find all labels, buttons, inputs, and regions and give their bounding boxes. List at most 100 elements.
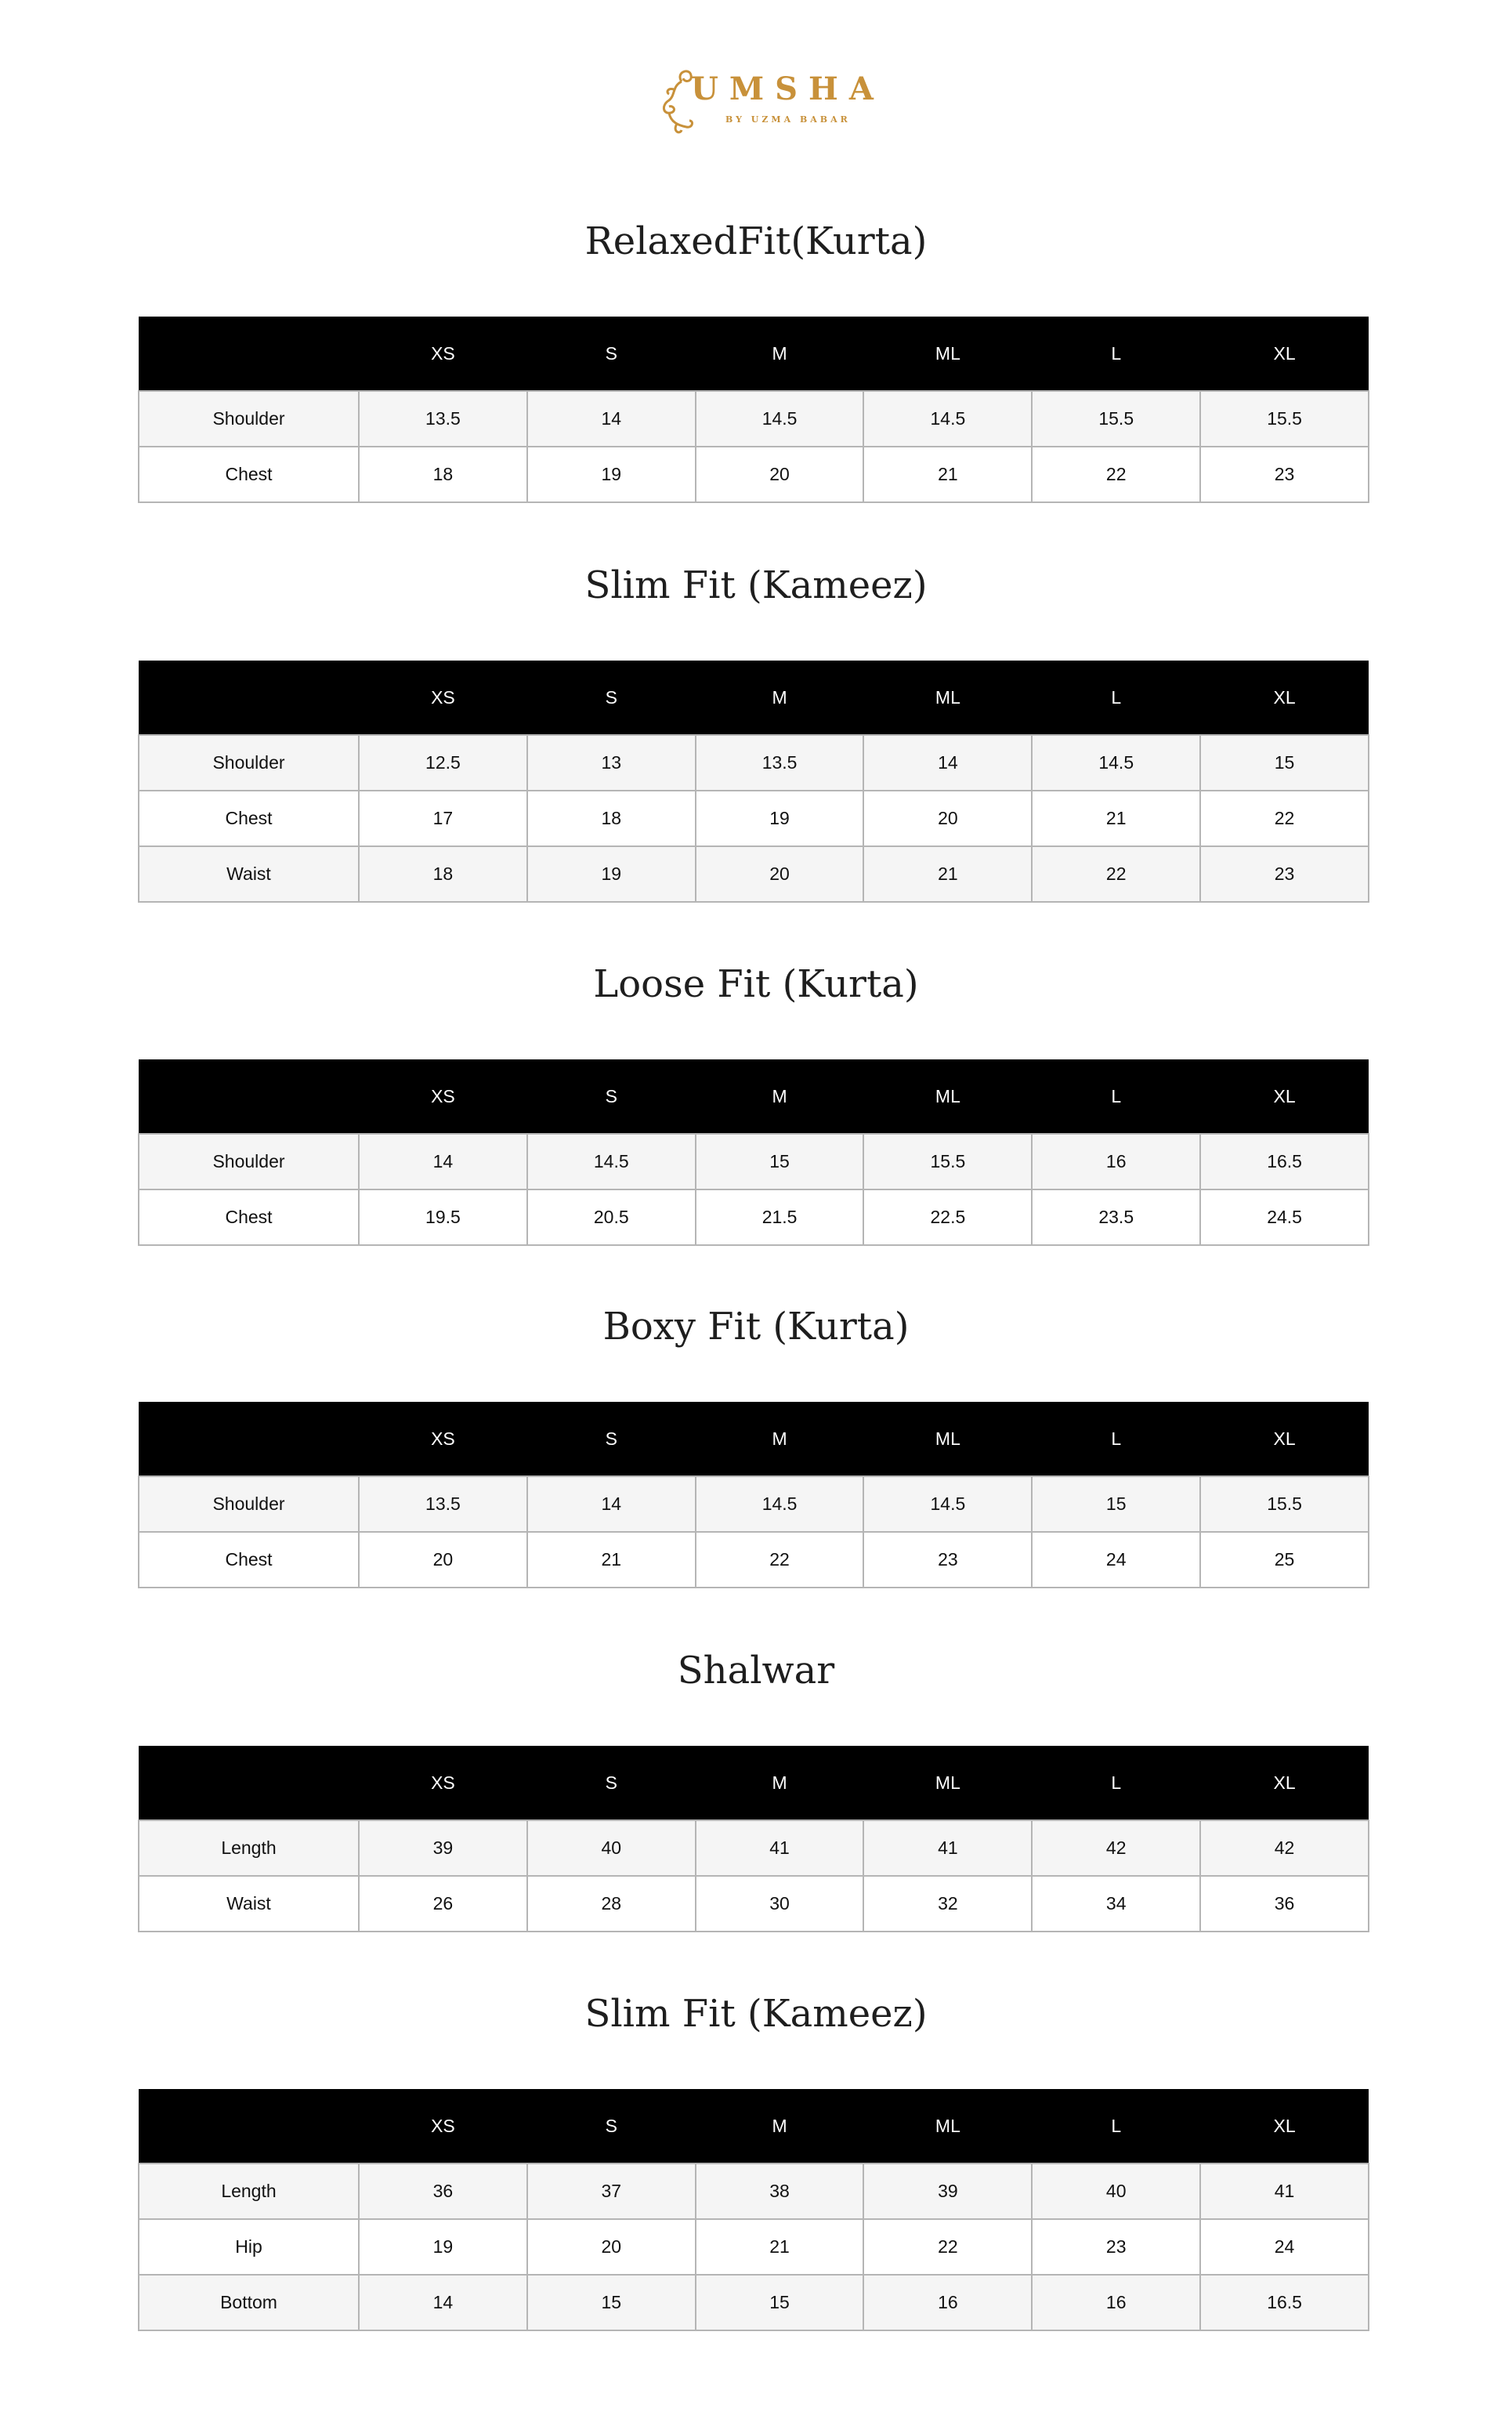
measurement-value: 16.5 bbox=[1199, 1133, 1369, 1190]
measurement-value: 14 bbox=[358, 1133, 528, 1190]
size-header-cell: L bbox=[1032, 1402, 1201, 1476]
measurement-value: 14 bbox=[863, 734, 1033, 791]
measurement-value: 19 bbox=[526, 845, 696, 903]
size-header-cell: S bbox=[526, 1746, 696, 1820]
measurement-value: 19 bbox=[526, 446, 696, 503]
table-row: Chest 17 18 19 20 21 22 bbox=[138, 790, 1369, 847]
measurement-value: 39 bbox=[358, 1819, 528, 1877]
measurement-value: 41 bbox=[1199, 2163, 1369, 2220]
size-header-cell: L bbox=[1032, 1059, 1201, 1134]
size-header-cell: S bbox=[526, 661, 696, 735]
size-header-cell: XL bbox=[1200, 1402, 1369, 1476]
size-header-cell: XS bbox=[359, 1746, 527, 1820]
table-row: Shoulder 13.5 14 14.5 14.5 15.5 15.5 bbox=[138, 390, 1369, 447]
size-header-cell: XL bbox=[1200, 2089, 1369, 2163]
measurement-value: 14.5 bbox=[694, 390, 865, 447]
table-row: Length 36 37 38 39 40 41 bbox=[138, 2163, 1369, 2220]
table-row: Shoulder 13.5 14 14.5 14.5 15 15.5 bbox=[138, 1475, 1369, 1533]
measurement-label: Chest bbox=[138, 1189, 360, 1246]
header-row: XS S M ML L XL bbox=[139, 1402, 1369, 1476]
measurement-value: 41 bbox=[694, 1819, 865, 1877]
measurement-label: Length bbox=[138, 1819, 360, 1877]
measurement-value: 12.5 bbox=[358, 734, 528, 791]
measurement-value: 32 bbox=[863, 1875, 1033, 1932]
measurement-value: 14 bbox=[358, 2274, 528, 2331]
measurement-value: 28 bbox=[526, 1875, 696, 1932]
ornament-swirl-icon bbox=[663, 70, 693, 134]
measurement-value: 21 bbox=[694, 2218, 865, 2276]
measurement-value: 20.5 bbox=[526, 1189, 696, 1246]
measurement-value: 24.5 bbox=[1199, 1189, 1369, 1246]
section-title: Shalwar bbox=[677, 1649, 835, 1693]
measurement-value: 14 bbox=[526, 1475, 696, 1533]
measurement-value: 14.5 bbox=[694, 1475, 865, 1533]
size-header-cell: L bbox=[1032, 2089, 1201, 2163]
size-header-cell: S bbox=[526, 1059, 696, 1134]
measurement-value: 36 bbox=[1199, 1875, 1369, 1932]
size-header-cell: XS bbox=[359, 317, 527, 391]
size-header-cell: M bbox=[695, 2089, 864, 2163]
measurement-value: 15 bbox=[1199, 734, 1369, 791]
measurement-value: 24 bbox=[1199, 2218, 1369, 2276]
measurement-value: 34 bbox=[1031, 1875, 1202, 1932]
size-header-cell: XL bbox=[1200, 1059, 1369, 1134]
header-blank-cell bbox=[139, 317, 359, 391]
size-header-cell: S bbox=[526, 317, 696, 391]
measurement-value: 23 bbox=[1031, 2218, 1202, 2276]
measurement-value: 38 bbox=[694, 2163, 865, 2220]
measurement-value: 13.5 bbox=[358, 1475, 528, 1533]
header-blank-cell bbox=[139, 2089, 359, 2163]
measurement-label: Chest bbox=[138, 446, 360, 503]
header-row: XS S M ML L XL bbox=[139, 1746, 1369, 1820]
measurement-value: 40 bbox=[526, 1819, 696, 1877]
measurement-value: 15.5 bbox=[863, 1133, 1033, 1190]
measurement-value: 15.5 bbox=[1031, 390, 1202, 447]
measurement-value: 22 bbox=[1031, 845, 1202, 903]
measurement-label: Shoulder bbox=[138, 390, 360, 447]
measurement-value: 21.5 bbox=[694, 1189, 865, 1246]
size-header-cell: ML bbox=[863, 661, 1033, 735]
measurement-value: 37 bbox=[526, 2163, 696, 2220]
measurement-value: 23.5 bbox=[1031, 1189, 1202, 1246]
measurement-value: 22.5 bbox=[863, 1189, 1033, 1246]
measurement-value: 20 bbox=[863, 790, 1033, 847]
measurement-value: 36 bbox=[358, 2163, 528, 2220]
measurement-value: 23 bbox=[1199, 845, 1369, 903]
size-header-cell: ML bbox=[863, 317, 1033, 391]
measurement-value: 21 bbox=[526, 1531, 696, 1588]
measurement-value: 24 bbox=[1031, 1531, 1202, 1588]
measurement-label: Waist bbox=[138, 1875, 360, 1932]
measurement-label: Length bbox=[138, 2163, 360, 2220]
measurement-label: Hip bbox=[138, 2218, 360, 2276]
measurement-label: Chest bbox=[138, 1531, 360, 1588]
measurement-value: 42 bbox=[1031, 1819, 1202, 1877]
size-header-cell: M bbox=[695, 661, 864, 735]
size-header-cell: S bbox=[526, 1402, 696, 1476]
section-title: Boxy Fit (Kurta) bbox=[602, 1305, 910, 1349]
measurement-value: 14.5 bbox=[863, 390, 1033, 447]
measurement-value: 14.5 bbox=[526, 1133, 696, 1190]
measurement-value: 22 bbox=[863, 2218, 1033, 2276]
header-blank-cell bbox=[139, 1402, 359, 1476]
table-row: Shoulder 12.5 13 13.5 14 14.5 15 bbox=[138, 734, 1369, 791]
brand-logo: UMSHA BY UZMA BABAR bbox=[658, 66, 874, 138]
measurement-value: 21 bbox=[1031, 790, 1202, 847]
measurement-label: Shoulder bbox=[138, 1133, 360, 1190]
measurement-value: 19 bbox=[358, 2218, 528, 2276]
size-header-cell: L bbox=[1032, 317, 1201, 391]
size-header-cell: ML bbox=[863, 1059, 1033, 1134]
header-blank-cell bbox=[139, 1746, 359, 1820]
header-row: XS S M ML L XL bbox=[139, 661, 1369, 735]
section-title: Loose Fit (Kurta) bbox=[593, 962, 919, 1006]
size-header-cell: XL bbox=[1200, 1746, 1369, 1820]
section-title: Slim Fit (Kameez) bbox=[584, 1992, 928, 2036]
measurement-value: 16 bbox=[1031, 1133, 1202, 1190]
measurement-value: 13.5 bbox=[694, 734, 865, 791]
measurement-value: 15.5 bbox=[1199, 390, 1369, 447]
size-header-cell: XS bbox=[359, 1059, 527, 1134]
measurement-value: 19.5 bbox=[358, 1189, 528, 1246]
size-chart-table: XS S M ML L XL Shoulder 14 14.5 15 15.5 16 16.5 Chest… bbox=[138, 1059, 1369, 1246]
measurement-value: 25 bbox=[1199, 1531, 1369, 1588]
measurement-label: Shoulder bbox=[138, 734, 360, 791]
size-header-cell: XL bbox=[1200, 317, 1369, 391]
